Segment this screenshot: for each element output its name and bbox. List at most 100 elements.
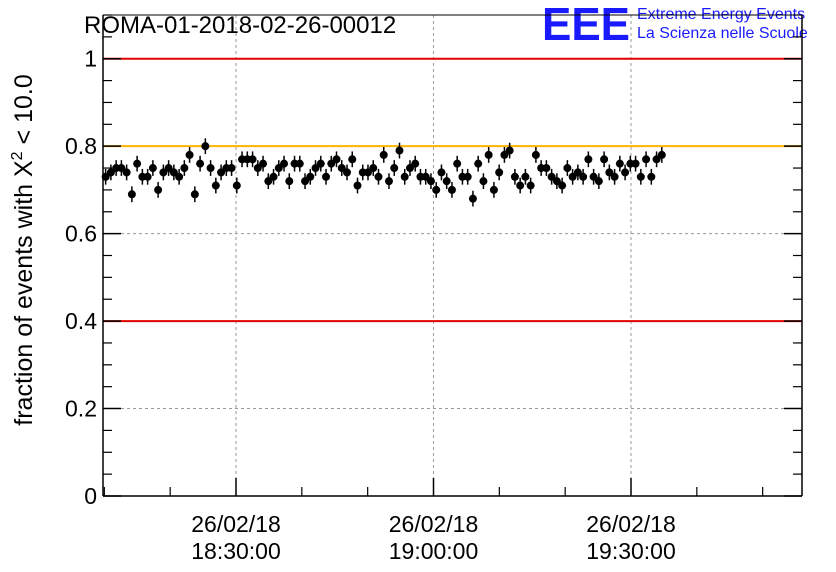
data-point: [280, 159, 289, 168]
data-point: [306, 172, 315, 181]
data-point: [421, 172, 430, 181]
data-point: [468, 194, 477, 203]
data-point: [558, 181, 567, 190]
data-point: [253, 164, 262, 173]
data-point: [264, 177, 273, 186]
data-point: [117, 164, 126, 173]
data-point: [185, 150, 194, 159]
y-tick-label-0: 0: [84, 483, 97, 509]
data-point: [369, 164, 378, 173]
data-point: [621, 168, 630, 177]
data-point: [348, 155, 357, 164]
data-point: [227, 164, 236, 173]
x-tick-date-0: 26/02/18: [191, 511, 281, 537]
data-point: [563, 164, 572, 173]
data-point: [201, 142, 210, 151]
data-point: [211, 181, 220, 190]
data-point: [169, 168, 178, 177]
data-point: [374, 172, 383, 181]
data-point: [405, 164, 414, 173]
data-point: [636, 172, 645, 181]
data-point: [489, 185, 498, 194]
data-point: [547, 172, 556, 181]
data-point: [295, 159, 304, 168]
chart-title: ROMA-01-2018-02-26-00012: [84, 12, 396, 39]
reference-lines: [103, 57, 802, 323]
data-point: [217, 168, 226, 177]
data-point: [159, 168, 168, 177]
data-point: [521, 172, 530, 181]
data-point: [395, 146, 404, 155]
y-axis-label-superscript: 2: [9, 151, 26, 160]
data-point: [453, 159, 462, 168]
eee-logo: EEE Extreme Energy Events La Scienza nel…: [542, 0, 808, 50]
data-point: [568, 172, 577, 181]
data-point: [133, 159, 142, 168]
x-tick-time-2: 19:30:00: [586, 538, 676, 564]
y-tick-label-2: 0.4: [65, 308, 97, 334]
data-point: [175, 172, 184, 181]
data-point: [390, 164, 399, 173]
data-point: [479, 177, 488, 186]
data-point: [332, 155, 341, 164]
data-point: [164, 164, 173, 173]
y-axis-label-symbol: X: [10, 160, 38, 177]
data-point: [610, 172, 619, 181]
y-tick-label-5: 1: [84, 46, 97, 72]
logo-mark: EEE: [542, 0, 630, 50]
data-point: [516, 181, 525, 190]
data-point: [495, 168, 504, 177]
y-tick-label-1: 0.2: [65, 396, 97, 422]
data-point: [248, 155, 257, 164]
data-point: [143, 172, 152, 181]
y-axis-label-prefix: fraction of events with: [10, 177, 38, 426]
data-point: [353, 181, 362, 190]
data-point: [127, 190, 136, 199]
x-tick-date-1: 26/02/18: [389, 511, 479, 537]
x-tick-time-0: 18:30:00: [191, 538, 281, 564]
data-point: [426, 177, 435, 186]
data-point: [463, 172, 472, 181]
data-point: [631, 159, 640, 168]
data-point: [447, 185, 456, 194]
data-point: [647, 172, 656, 181]
data-point: [122, 168, 131, 177]
data-point: [232, 181, 241, 190]
data-point: [657, 150, 666, 159]
x-tick-time-1: 19:00:00: [389, 538, 479, 564]
data-point: [526, 181, 535, 190]
grid-lines: [103, 15, 802, 496]
data-point: [615, 159, 624, 168]
data-point: [269, 172, 278, 181]
data-point: [259, 159, 268, 168]
logo-line2: La Scienza nelle Scuole: [637, 25, 808, 42]
data-point: [196, 159, 205, 168]
data-point: [274, 164, 283, 173]
data-point: [531, 150, 540, 159]
data-points: [101, 138, 666, 207]
y-tick-label-3: 0.6: [65, 221, 97, 247]
data-point: [552, 177, 561, 186]
y-tick-label-4: 0.8: [65, 133, 97, 159]
axes: [102, 14, 803, 497]
tick-labels: 00.20.40.60.8126/02/1818:30:0026/02/1819…: [65, 46, 676, 564]
data-point: [642, 155, 651, 164]
data-point: [510, 172, 519, 181]
data-point: [411, 159, 420, 168]
data-point: [589, 172, 598, 181]
data-point: [154, 185, 163, 194]
y-axis-label: fraction of events with X2 < 10.0: [9, 74, 38, 425]
data-point: [384, 177, 393, 186]
data-point: [343, 168, 352, 177]
y-axis-label-suffix: < 10.0: [10, 74, 38, 151]
data-point: [573, 168, 582, 177]
data-point: [505, 146, 514, 155]
data-point: [322, 172, 331, 181]
data-point: [500, 150, 509, 159]
data-point: [285, 177, 294, 186]
data-point: [442, 177, 451, 186]
data-point: [432, 185, 441, 194]
data-point: [584, 155, 593, 164]
data-point: [484, 150, 493, 159]
